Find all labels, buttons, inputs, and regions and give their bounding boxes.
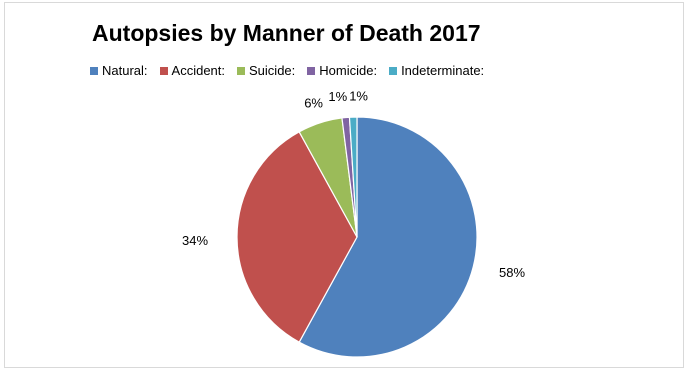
legend-label-homicide: Homicide: bbox=[319, 63, 378, 78]
chart-title: Autopsies by Manner of Death 2017 bbox=[92, 20, 481, 46]
data-label-homicide: 1% bbox=[328, 89, 347, 104]
legend-item-accident: Accident: bbox=[159, 63, 226, 78]
legend-swatch-suicide bbox=[237, 66, 246, 75]
legend-swatch-homicide bbox=[307, 66, 316, 75]
data-label-natural: 58% bbox=[499, 265, 525, 280]
legend-label-natural: Natural: bbox=[102, 63, 148, 78]
legend-label-indeterminate: Indeterminate: bbox=[401, 63, 485, 78]
legend-label-accident: Accident: bbox=[171, 63, 226, 78]
legend-swatch-indeterminate bbox=[389, 66, 398, 75]
data-label-indeterminate: 1% bbox=[349, 89, 368, 104]
data-label-suicide: 6% bbox=[304, 95, 323, 110]
pie-slice-accident bbox=[236, 131, 358, 343]
legend-item-suicide: Suicide: bbox=[237, 63, 295, 78]
data-label-accident: 34% bbox=[182, 233, 208, 248]
legend-item-indeterminate: Indeterminate: bbox=[389, 63, 484, 78]
legend-item-natural: Natural: bbox=[90, 63, 148, 78]
legend-swatch-natural bbox=[90, 66, 98, 75]
chart-legend: Natural: Accident: Suicide: Homicide: In… bbox=[90, 63, 496, 78]
legend-label-suicide: Suicide: bbox=[249, 63, 296, 78]
pie-slice-indeterminate bbox=[348, 116, 358, 238]
legend-item-homicide: Homicide: bbox=[307, 63, 377, 78]
pie-slice-natural bbox=[298, 116, 478, 358]
legend-swatch-accident bbox=[159, 66, 168, 75]
